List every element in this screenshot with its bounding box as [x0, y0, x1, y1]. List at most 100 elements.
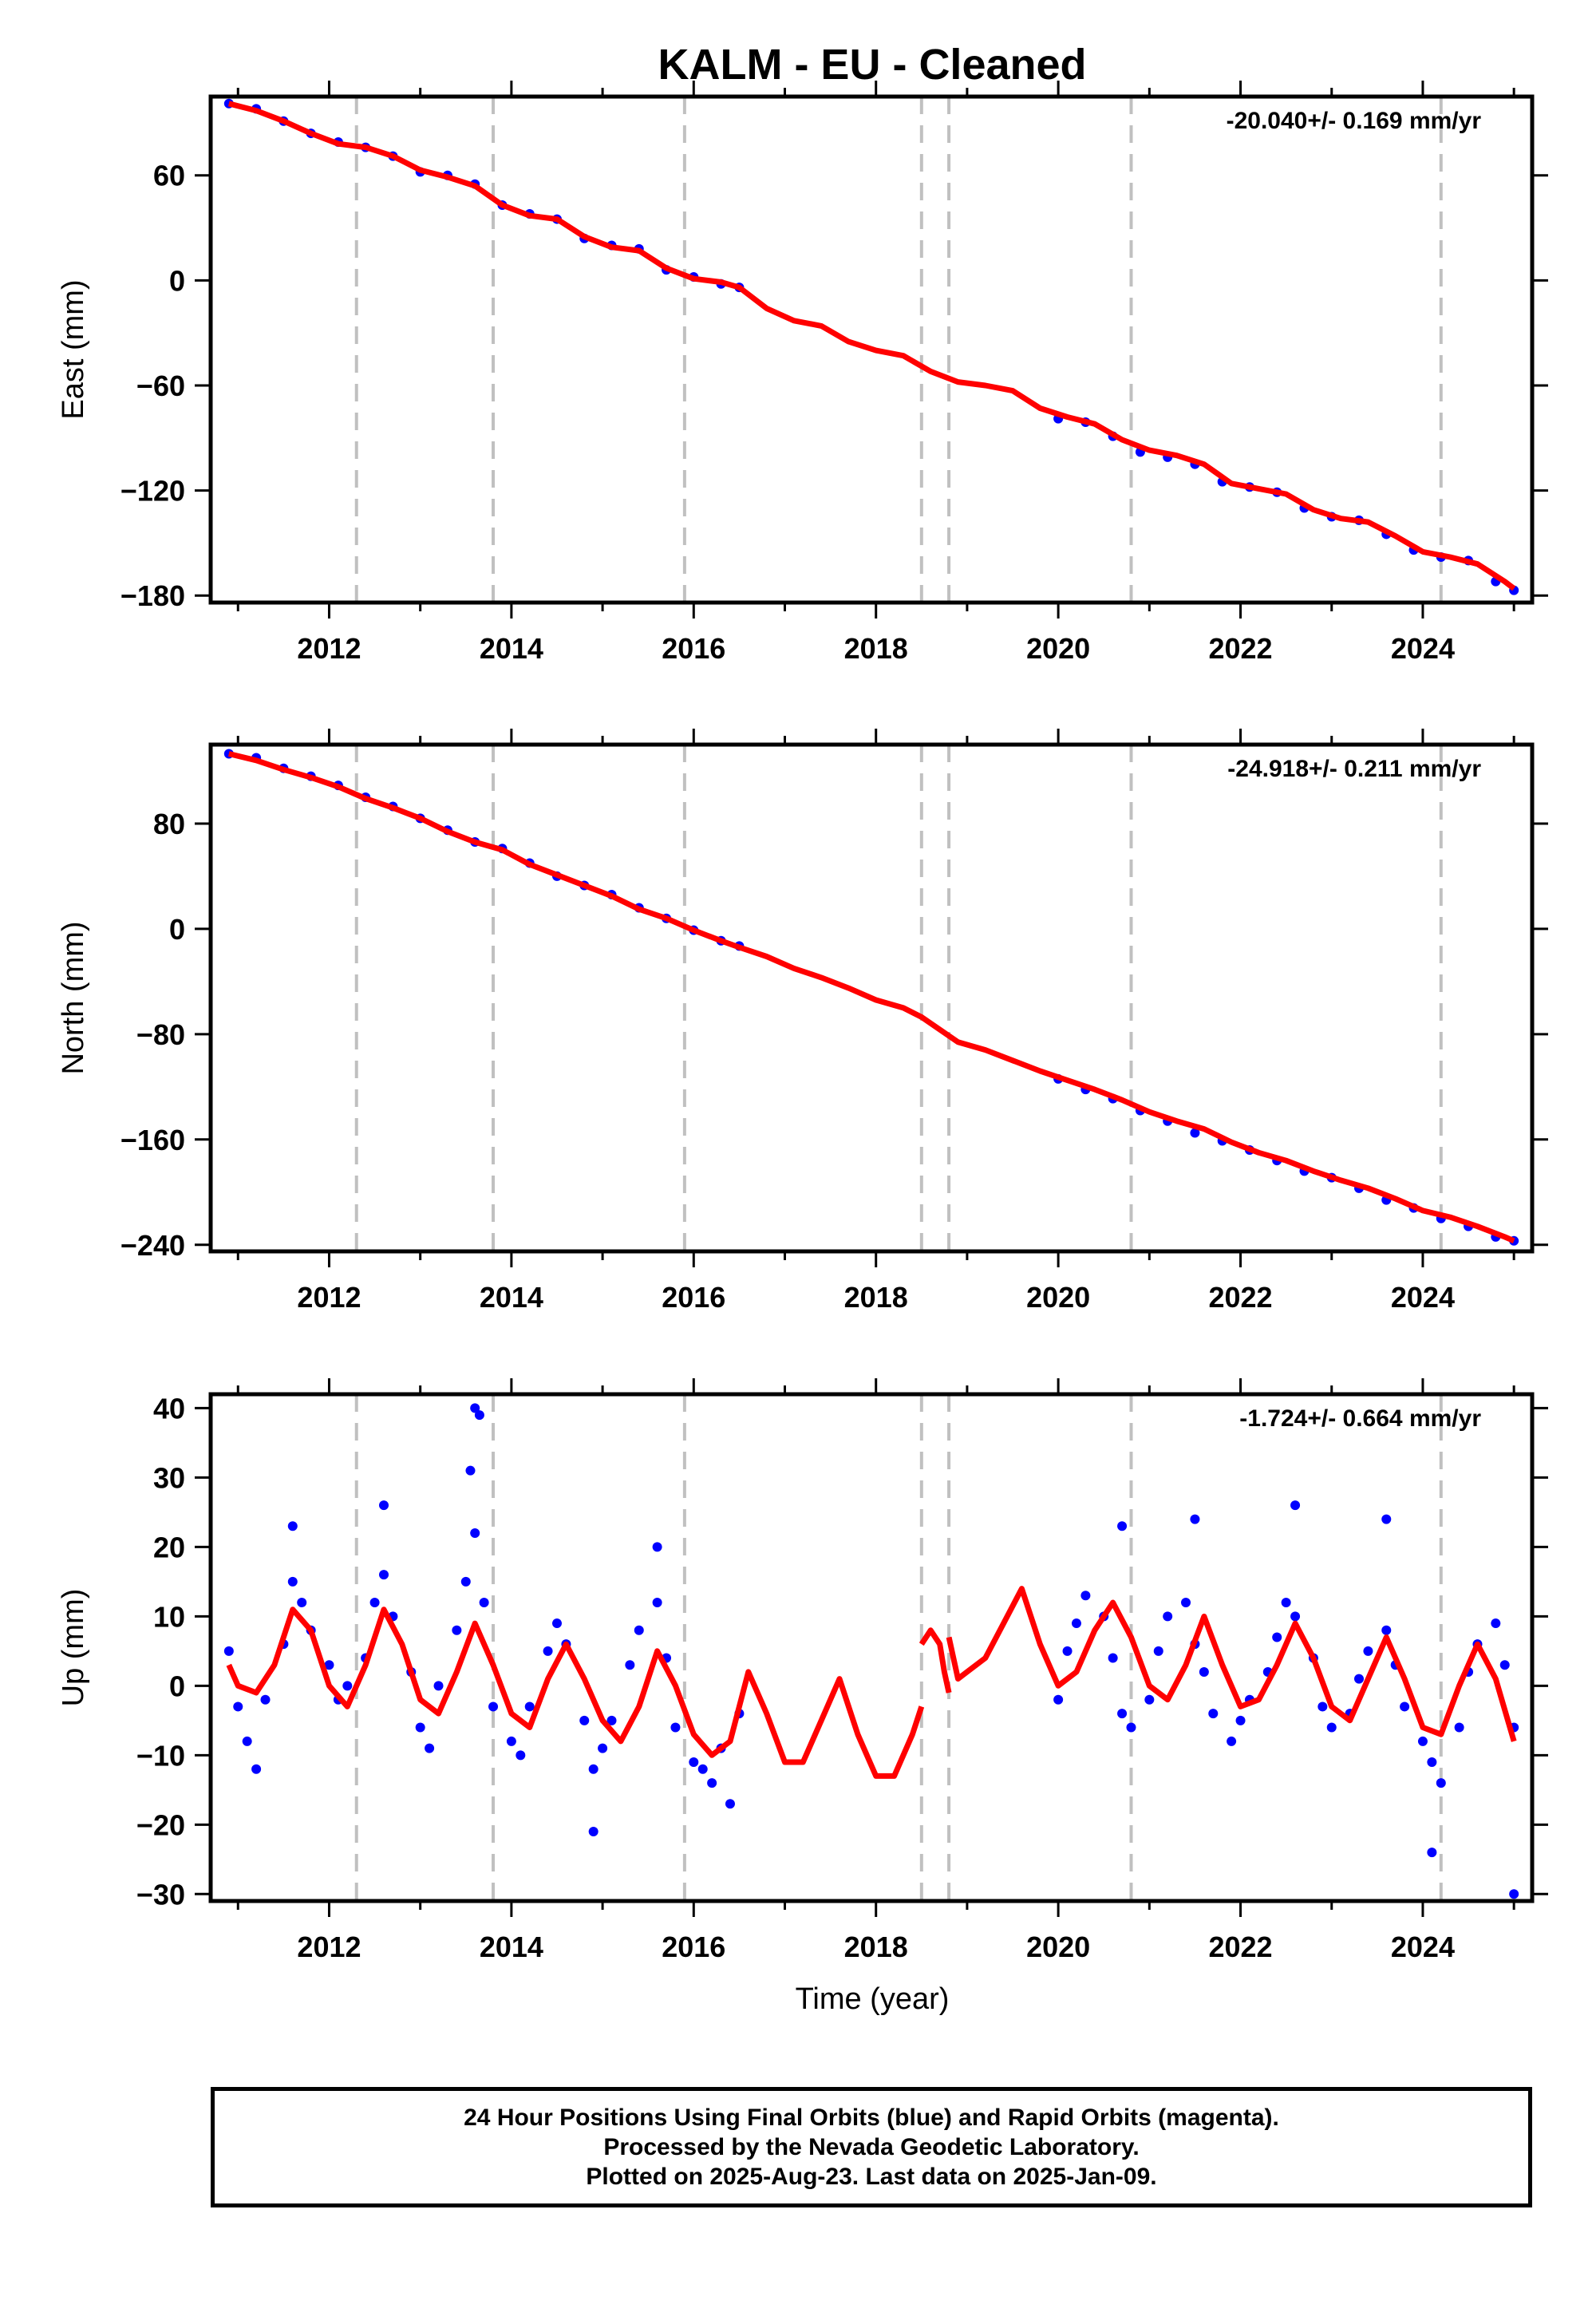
y-axis-label: Up (mm)	[57, 1589, 90, 1707]
data-point	[324, 1660, 334, 1670]
velocity-annotation: -20.040+/- 0.169 mm/yr	[1227, 108, 1482, 134]
data-point	[1235, 1715, 1246, 1725]
data-point	[470, 1528, 480, 1538]
data-point	[1381, 1625, 1392, 1635]
data-point	[1290, 1500, 1301, 1511]
velocity-annotation: -24.918+/- 0.211 mm/yr	[1227, 756, 1481, 782]
y-tick-label: −160	[120, 1124, 185, 1156]
data-point	[1190, 1128, 1200, 1138]
footer-line-2: Processed by the Nevada Geodetic Laborat…	[603, 2134, 1140, 2160]
data-point	[452, 1625, 462, 1635]
data-point	[460, 1576, 471, 1587]
x-tick-label: 2014	[480, 632, 543, 665]
data-point	[1509, 1889, 1519, 1899]
footer-info-box: 24 Hour Positions Using Final Orbits (bl…	[211, 2087, 1532, 2207]
y-tick-label: 20	[153, 1531, 185, 1563]
data-point	[1126, 1722, 1136, 1733]
data-point	[1400, 1701, 1410, 1712]
data-point	[1427, 1848, 1437, 1858]
data-point	[297, 1597, 307, 1607]
data-point	[1153, 1646, 1163, 1656]
data-point	[425, 1743, 435, 1753]
model-fit-line	[227, 101, 1516, 591]
x-tick-label: 2014	[480, 1281, 543, 1314]
data-point	[625, 1660, 635, 1670]
data-point	[1199, 1666, 1209, 1677]
data-point	[470, 1403, 480, 1413]
x-tick-label: 2022	[1208, 1281, 1272, 1314]
x-tick-label: 2018	[844, 1281, 908, 1314]
north-panel: 2012 2014 2016 2018 2020 2022 2024 80 0 −80 −160 −2…	[57, 729, 1548, 1314]
y-tick-label: −30	[136, 1878, 185, 1911]
x-tick-label: 2022	[1208, 1931, 1272, 1963]
footer-line-3: Plotted on 2025-Aug-23. Last data on 202…	[586, 2164, 1157, 2190]
data-point	[1436, 1778, 1446, 1788]
data-point	[474, 1410, 484, 1421]
footer-line-1: 24 Hour Positions Using Final Orbits (bl…	[464, 2105, 1279, 2131]
data-point	[1117, 1709, 1128, 1719]
x-tick-label: 2016	[662, 632, 725, 665]
x-axis-label: Time (year)	[796, 1982, 950, 2016]
data-point	[1454, 1722, 1464, 1733]
y-tick-label: −240	[120, 1229, 185, 1262]
data-point	[488, 1701, 499, 1712]
data-point	[378, 1570, 389, 1580]
data-point	[598, 1743, 608, 1753]
up-panel: 2012 2014 2016 2018 2020 2022 2024 40 30 20 10 0 −10…	[57, 1378, 1548, 1963]
x-tick-label: 2018	[844, 632, 908, 665]
model-fit-line	[226, 1607, 925, 1779]
x-tick-label: 2024	[1391, 1931, 1455, 1963]
x-tick-label: 2024	[1391, 632, 1455, 665]
velocity-annotation: -1.724+/- 0.664 mm/yr	[1239, 1405, 1481, 1432]
data-point	[1163, 1611, 1173, 1622]
data-point	[1272, 1632, 1282, 1642]
x-tick-label: 2020	[1026, 632, 1090, 665]
x-tick-label: 2012	[297, 1931, 361, 1963]
data-point	[433, 1681, 444, 1691]
model-fit-line	[918, 1627, 952, 1694]
model-fit-line	[227, 751, 1515, 1244]
data-point	[251, 1764, 262, 1774]
y-tick-label: 30	[153, 1461, 185, 1494]
plot-frame	[208, 742, 1535, 1254]
data-point	[465, 1465, 476, 1476]
data-point	[579, 1715, 590, 1725]
data-point	[707, 1778, 717, 1788]
y-tick-label: −10	[136, 1739, 185, 1772]
data-point	[588, 1827, 598, 1837]
data-point	[543, 1646, 553, 1656]
data-point	[260, 1694, 271, 1705]
data-point	[588, 1764, 598, 1774]
data-point	[670, 1722, 681, 1733]
data-point	[378, 1500, 389, 1511]
data-point	[1499, 1660, 1510, 1670]
y-tick-label: 0	[169, 1670, 185, 1702]
data-point	[223, 1646, 234, 1656]
east-panel: 2012 2014 2016 2018 2020 2022 2024 60 0 −60 −120 −1…	[57, 81, 1548, 665]
data-point	[606, 1715, 617, 1725]
plot-frame	[208, 94, 1535, 605]
x-tick-label: 2012	[297, 1281, 361, 1314]
data-point	[524, 1701, 535, 1712]
data-point	[1071, 1618, 1081, 1629]
x-tick-label: 2022	[1208, 632, 1272, 665]
y-tick-label: 60	[153, 160, 185, 192]
data-point	[652, 1542, 662, 1552]
data-point	[1062, 1646, 1073, 1656]
data-point	[1290, 1611, 1301, 1622]
data-point	[1381, 1514, 1392, 1524]
data-point	[725, 1799, 735, 1809]
data-point	[689, 1757, 699, 1768]
data-point	[1053, 1694, 1064, 1705]
y-tick-label: −180	[120, 579, 185, 612]
data-point	[1190, 1514, 1200, 1524]
plot-frame	[208, 1392, 1535, 1903]
data-point	[652, 1597, 662, 1607]
data-point	[287, 1576, 298, 1587]
y-tick-label: −80	[136, 1018, 185, 1051]
x-tick-label: 2014	[480, 1931, 543, 1963]
data-point	[1354, 1674, 1365, 1684]
data-point	[1491, 1618, 1501, 1629]
y-tick-label: 0	[169, 264, 185, 297]
y-axis-label: North (mm)	[57, 921, 90, 1074]
